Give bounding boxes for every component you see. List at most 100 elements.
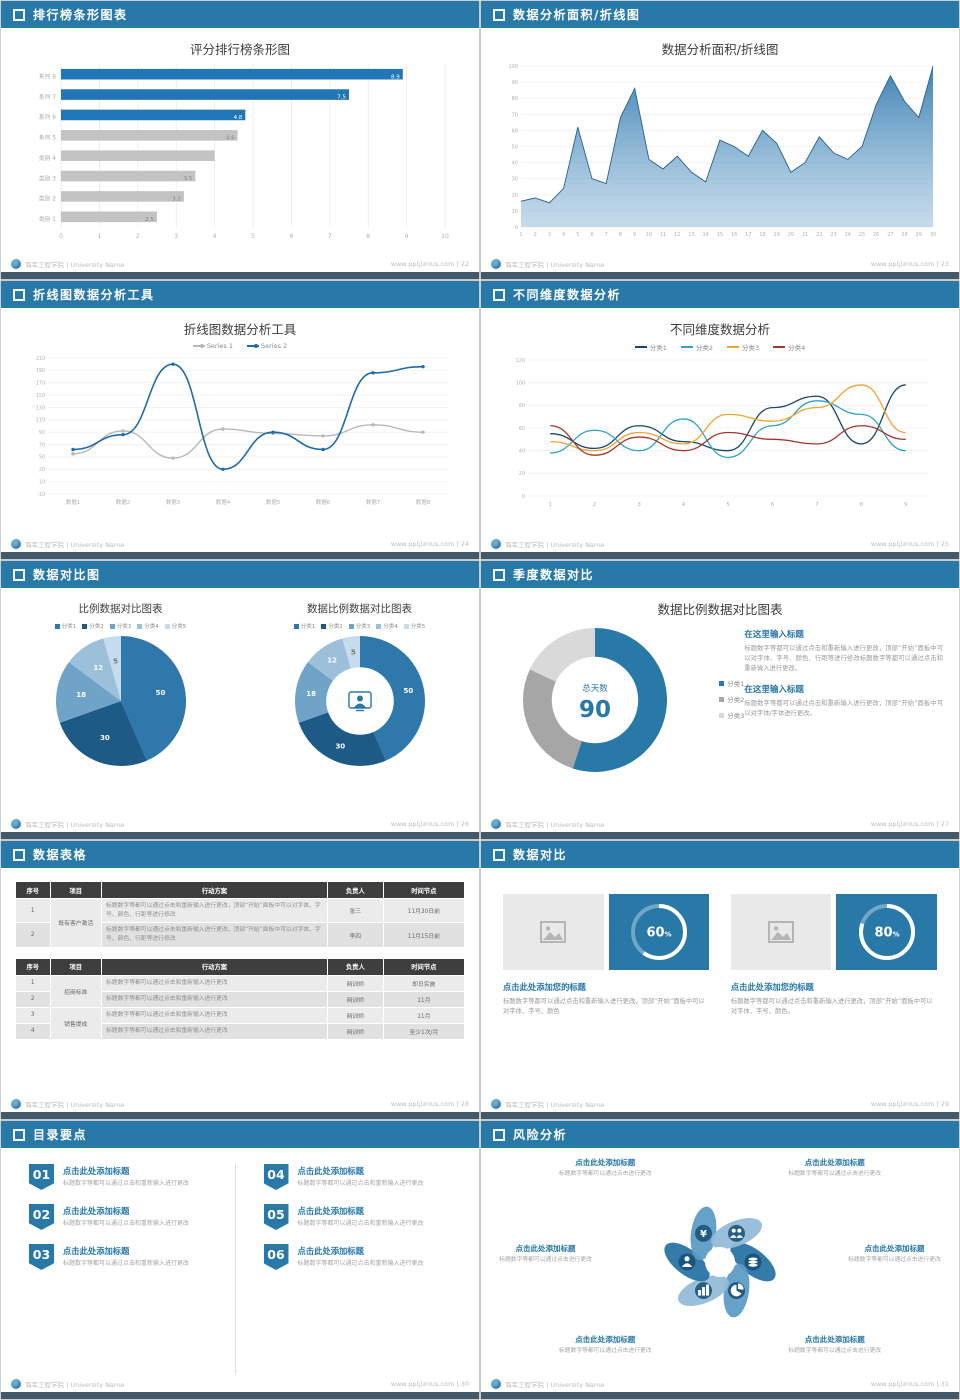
toc-item: 03 点击此处添加标题标题数字等都可以通过点击和重新输入进行更改 xyxy=(29,1244,235,1270)
svg-text:8: 8 xyxy=(619,232,622,238)
chart-legend: 分类1 分类2 分类3 分类4 xyxy=(481,342,959,352)
toc-item: 04 点击此处添加标题 标题数字等都可以通过点击和重新输入进行更改 xyxy=(263,1164,470,1190)
pie-chart-panel: 比例数据对比图表 分类1 分类2 分类3 分类4 分类5 50 30 18 12 5 xyxy=(1,588,240,815)
col-header: 行动方案 xyxy=(101,957,328,976)
university-logo-icon xyxy=(11,258,21,269)
svg-text:0: 0 xyxy=(522,494,525,500)
svg-text:100: 100 xyxy=(516,380,525,386)
slide-body: 数据比例数据对比图表 总天数 90 分类1 分类2 分类3 在这里输入标题 标题数… xyxy=(481,588,959,815)
progress-ring-80: 80% xyxy=(858,904,915,960)
slide-24-line-chart[interactable]: 折线图数据分析工具 折线图数据分析工具 Series 1 Series 2 -1… xyxy=(1,281,479,559)
svg-text:5: 5 xyxy=(726,502,730,508)
svg-text:12: 12 xyxy=(674,232,680,238)
svg-text:30: 30 xyxy=(335,743,345,751)
svg-text:18: 18 xyxy=(759,232,765,238)
number-badge: 05 xyxy=(263,1204,289,1230)
slide-23-area-chart[interactable]: 数据分析面积/折线图 数据分析面积/折线图 0 10 20 30 40 50 60 70 80 9… xyxy=(481,1,959,279)
svg-text:4: 4 xyxy=(682,502,686,508)
svg-text:27: 27 xyxy=(887,232,893,238)
toc-title: 点击此处添加标题 xyxy=(63,1166,130,1176)
slide-25-multi-line-chart[interactable]: 不同维度数据分析 不同维度数据分析 分类1 分类2 分类3 分类4 0 20 40 6… xyxy=(481,281,959,559)
slide-body: 01 点击此处添加标题 标题数字等都可以通过点击和重新输入进行更改 02 点击此处… xyxy=(1,1148,479,1375)
svg-text:¥: ¥ xyxy=(700,1229,707,1240)
svg-text:30: 30 xyxy=(100,734,110,742)
slide-body: 序号 项目 行动方案 负责人 时间节点 1 既有客户激活 标题数字等都可以通过点… xyxy=(1,868,479,1095)
svg-text:80%: 80% xyxy=(874,926,899,941)
svg-text:0: 0 xyxy=(59,233,63,240)
slide-30-toc[interactable]: 目录要点 01 点击此处添加标题 标题数字等都可以通过点击和重新输入进行更改 02… xyxy=(1,1121,479,1399)
svg-text:70: 70 xyxy=(512,112,518,118)
footer-site-page: www.pptjunius.com | 30 xyxy=(390,1379,469,1388)
svg-text:数据5: 数据5 xyxy=(266,498,281,506)
square-bullet-icon xyxy=(13,1128,25,1141)
chart-title: 不同维度数据分析 xyxy=(669,322,770,337)
footer-site-page: www.pptjunius.com | 23 xyxy=(870,259,949,268)
slide-footer: 海军工程学院 | University Name www.pptjunius.c… xyxy=(1,535,479,552)
slide-footer: 海军工程学院 | University Name www.pptjunius.c… xyxy=(1,255,479,272)
svg-text:60: 60 xyxy=(519,426,525,432)
slide-22-ranking-bar-chart[interactable]: 排行榜条形图表 评分排行榜条形图 0 1 2 3 4 5 6 7 8 9 10 系列 8 8.9 系列 7… xyxy=(1,1,479,279)
svg-text:5: 5 xyxy=(113,657,118,665)
ranking-bar-chart: 0 1 2 3 4 5 6 7 8 9 10 系列 8 8.9 系列 7 7.5 系列 6 4.8 系列 5 4.6… xyxy=(39,64,449,240)
toc-item: 02 点击此处添加标题 标题数字等都可以通过点击和重新输入进行更改 xyxy=(29,1204,235,1230)
svg-text:16: 16 xyxy=(731,232,737,238)
svg-text:170: 170 xyxy=(36,381,45,387)
svg-text:1: 1 xyxy=(548,502,552,508)
slide-bottom-strip xyxy=(481,1112,959,1119)
slide-26-pie-charts[interactable]: 数据对比图 比例数据对比图表 分类1 分类2 分类3 分类4 分类5 50 30 1… xyxy=(1,561,479,839)
col-header: 序号 xyxy=(15,881,51,899)
footer-site-page: www.pptjunius.com | 29 xyxy=(870,1099,949,1108)
svg-text:6: 6 xyxy=(771,502,775,508)
svg-text:80: 80 xyxy=(512,96,518,102)
svg-text:20: 20 xyxy=(788,232,794,238)
footer-org: 海军工程学院 | University Name xyxy=(505,1380,605,1389)
legend-item: 分类1 xyxy=(634,342,667,352)
slide-header-title: 折线图数据分析工具 xyxy=(33,288,155,302)
svg-text:系列 6: 系列 6 xyxy=(39,113,56,121)
svg-text:4.6: 4.6 xyxy=(226,135,235,141)
svg-text:类别 4: 类别 4 xyxy=(39,154,56,162)
slide-31-risk-analysis[interactable]: 风险分析 ¥ 点击此处添加标题 标题数字等都可以通过点击进行更改 点击此处添加标题… xyxy=(481,1121,959,1399)
toc-item: 01 点击此处添加标题标题数字等都可以通过点击和重新输入进行更改 xyxy=(29,1164,235,1190)
square-bullet-icon xyxy=(13,568,25,581)
square-bullet-icon xyxy=(493,288,505,301)
svg-text:4: 4 xyxy=(213,233,217,240)
risk-wheel-diagram: ¥ xyxy=(664,1206,776,1317)
risk-label: 点击此处添加标题 标题数字等都可以通过点击进行更改 xyxy=(788,1158,882,1178)
col-header: 负责人 xyxy=(326,881,384,899)
chart-legend: 分类1 分类2 分类3 分类4 分类5 xyxy=(1,622,240,630)
number-badge: 02 xyxy=(29,1204,54,1230)
slide-27-quarter-compare[interactable]: 季度数据对比 数据比例数据对比图表 总天数 90 分类1 分类2 分类3 在这里输… xyxy=(481,561,959,839)
number-badge: 03 xyxy=(29,1244,54,1270)
pie-chart: 50 30 18 12 5 xyxy=(55,636,186,766)
svg-text:13: 13 xyxy=(688,232,694,238)
svg-text:2: 2 xyxy=(593,502,597,508)
svg-text:30: 30 xyxy=(930,232,936,238)
number-badge: 01 xyxy=(29,1164,54,1190)
svg-text:190: 190 xyxy=(36,368,45,374)
slide-footer: 海军工程学院 | University Name www.pptjunius.c… xyxy=(481,1095,959,1112)
svg-text:120: 120 xyxy=(516,358,525,364)
number-badge: 04 xyxy=(263,1164,289,1190)
svg-text:-10: -10 xyxy=(37,492,45,498)
slide-header-title: 数据分析面积/折线图 xyxy=(513,8,641,22)
slide-bottom-strip xyxy=(1,1392,479,1399)
slide-header-title: 风险分析 xyxy=(513,1128,568,1142)
svg-text:30: 30 xyxy=(39,467,45,473)
svg-text:11: 11 xyxy=(660,232,666,238)
svg-text:80: 80 xyxy=(519,403,525,409)
svg-text:14: 14 xyxy=(703,232,709,238)
donut-chart-panel: 数据比例数据对比图表 分类1 分类2 分类3 分类4 分类5 50 30 18 12 5 xyxy=(240,588,479,815)
slide-28-data-tables[interactable]: 数据表格 序号 项目 行动方案 负责人 时间节点 1 既有客户激活 xyxy=(1,841,479,1119)
slide-header: 不同维度数据分析 xyxy=(481,281,959,308)
risk-label: 点击此处添加标题 标题数字等都可以通过点击进行更改 xyxy=(558,1158,652,1178)
svg-text:50: 50 xyxy=(155,689,165,697)
chart-legend: Series 1 Series 2 xyxy=(1,342,479,350)
toc-body: 标题数字等都可以通过点击和重新输入进行更改 xyxy=(63,1260,190,1267)
toc-title: 点击此处添加标题 xyxy=(63,1246,130,1256)
slide-29-progress-compare[interactable]: 数据对比 60% xyxy=(481,841,959,1119)
slide-header: 数据分析面积/折线图 xyxy=(481,1,959,28)
svg-text:29: 29 xyxy=(916,232,922,238)
chart-legend: 分类1 分类2 分类3 xyxy=(719,678,744,720)
toc-body: 标题数字等都可以通过点击和重新输入进行更改 xyxy=(63,1180,190,1187)
